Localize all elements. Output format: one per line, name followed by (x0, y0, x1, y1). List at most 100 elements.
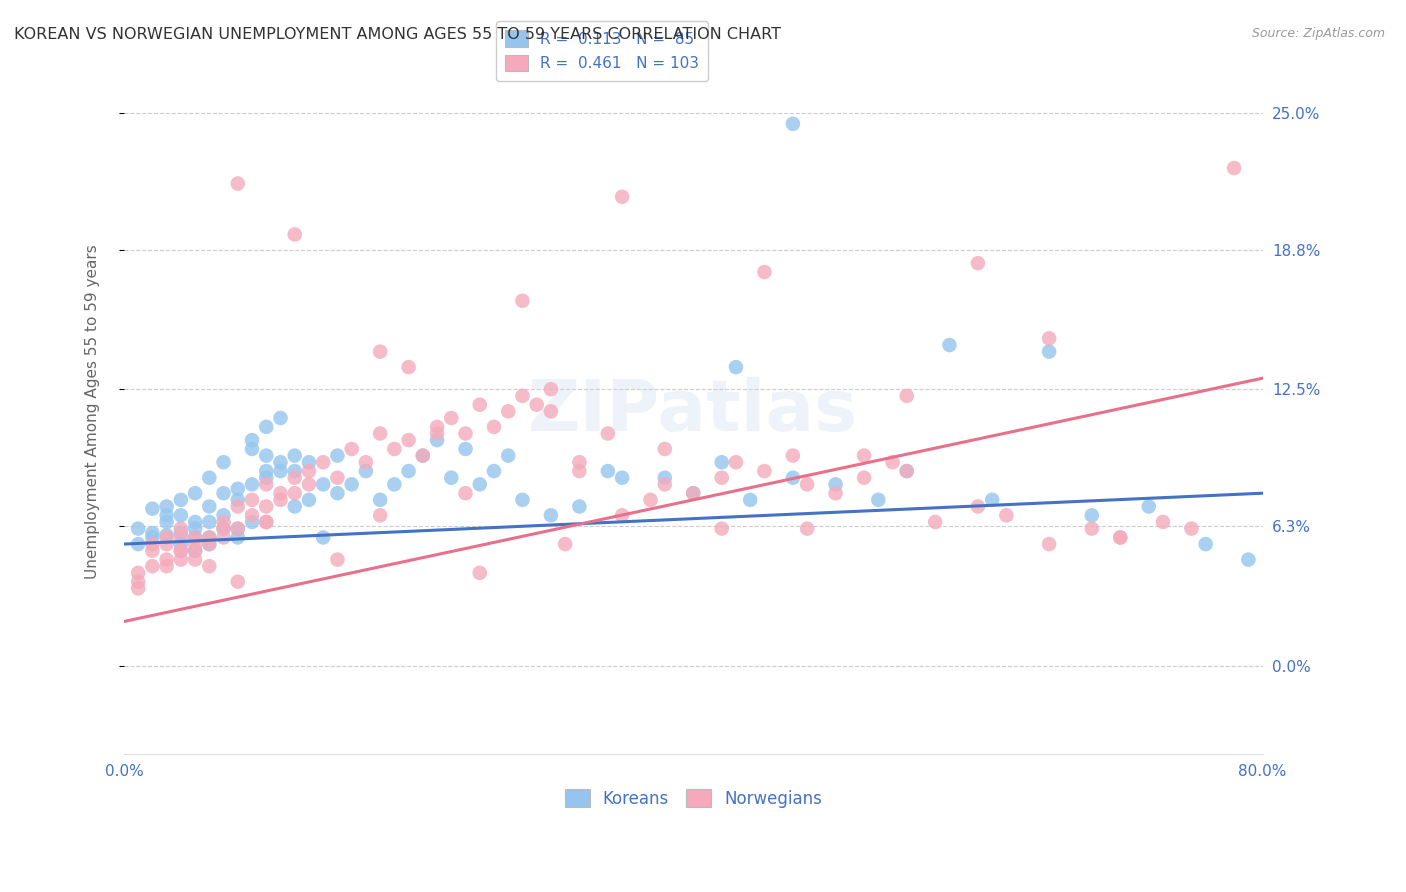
Point (156, 537, 179, 551)
Point (312, 477, 335, 491)
Point (454, 426, 477, 441)
Point (298, 477, 321, 491)
Point (226, 574, 249, 589)
Point (269, 464, 291, 478)
Point (468, 477, 491, 491)
Point (212, 515, 235, 529)
Point (284, 471, 307, 485)
Point (640, 492, 662, 507)
Point (254, 515, 277, 529)
Point (269, 411, 291, 425)
Point (568, 455, 591, 469)
Point (896, 464, 918, 478)
Text: Source: ZipAtlas.com: Source: ZipAtlas.com (1251, 27, 1385, 40)
Point (156, 500, 179, 514)
Point (170, 522, 193, 536)
Point (170, 531, 193, 545)
Point (568, 464, 591, 478)
Point (596, 464, 619, 478)
Point (1109, 531, 1132, 545)
Point (654, 471, 676, 485)
Point (141, 543, 163, 558)
Point (1195, 537, 1218, 551)
Point (240, 433, 263, 447)
Point (754, 265, 776, 279)
Point (654, 477, 676, 491)
Point (170, 543, 193, 558)
Point (170, 492, 193, 507)
Point (212, 531, 235, 545)
Point (340, 477, 363, 491)
Point (938, 338, 960, 352)
Point (127, 537, 149, 551)
Point (526, 398, 548, 412)
Point (710, 522, 733, 536)
Point (426, 420, 449, 434)
Point (226, 492, 249, 507)
Point (184, 531, 207, 545)
Point (382, 442, 405, 456)
Point (1137, 500, 1160, 514)
Point (226, 500, 249, 514)
Point (967, 500, 990, 514)
Point (254, 464, 277, 478)
Point (312, 531, 335, 545)
Point (782, 471, 804, 485)
Point (170, 552, 193, 566)
Point (184, 537, 207, 551)
Point (240, 492, 263, 507)
Point (440, 411, 463, 425)
Point (896, 389, 918, 403)
Point (156, 552, 179, 566)
Point (967, 256, 990, 270)
Point (298, 492, 321, 507)
Point (184, 486, 207, 500)
Point (1038, 344, 1060, 359)
Point (127, 522, 149, 536)
Point (198, 559, 221, 574)
Point (284, 227, 307, 242)
Point (754, 464, 776, 478)
Point (170, 543, 193, 558)
Point (254, 471, 277, 485)
Point (610, 508, 633, 523)
Point (156, 559, 179, 574)
Point (782, 449, 804, 463)
Point (269, 486, 291, 500)
Point (141, 559, 163, 574)
Point (226, 522, 249, 536)
Point (156, 531, 179, 545)
Point (482, 464, 505, 478)
Point (226, 522, 249, 536)
Point (468, 566, 491, 580)
Point (226, 177, 249, 191)
Point (796, 477, 818, 491)
Point (156, 515, 179, 529)
Point (198, 471, 221, 485)
Point (141, 526, 163, 541)
Point (724, 455, 747, 469)
Point (212, 455, 235, 469)
Point (226, 482, 249, 496)
Point (298, 464, 321, 478)
Text: ZIPatlas: ZIPatlas (529, 376, 858, 446)
Point (540, 508, 562, 523)
Point (326, 486, 349, 500)
Point (454, 486, 477, 500)
Point (882, 455, 904, 469)
Point (240, 442, 263, 456)
Point (269, 455, 291, 469)
Point (212, 508, 235, 523)
Point (212, 486, 235, 500)
Point (284, 449, 307, 463)
Point (782, 117, 804, 131)
Point (170, 508, 193, 523)
Point (184, 552, 207, 566)
Point (284, 486, 307, 500)
Point (740, 492, 762, 507)
Point (426, 426, 449, 441)
Point (141, 537, 163, 551)
Point (896, 464, 918, 478)
Point (610, 471, 633, 485)
Point (468, 398, 491, 412)
